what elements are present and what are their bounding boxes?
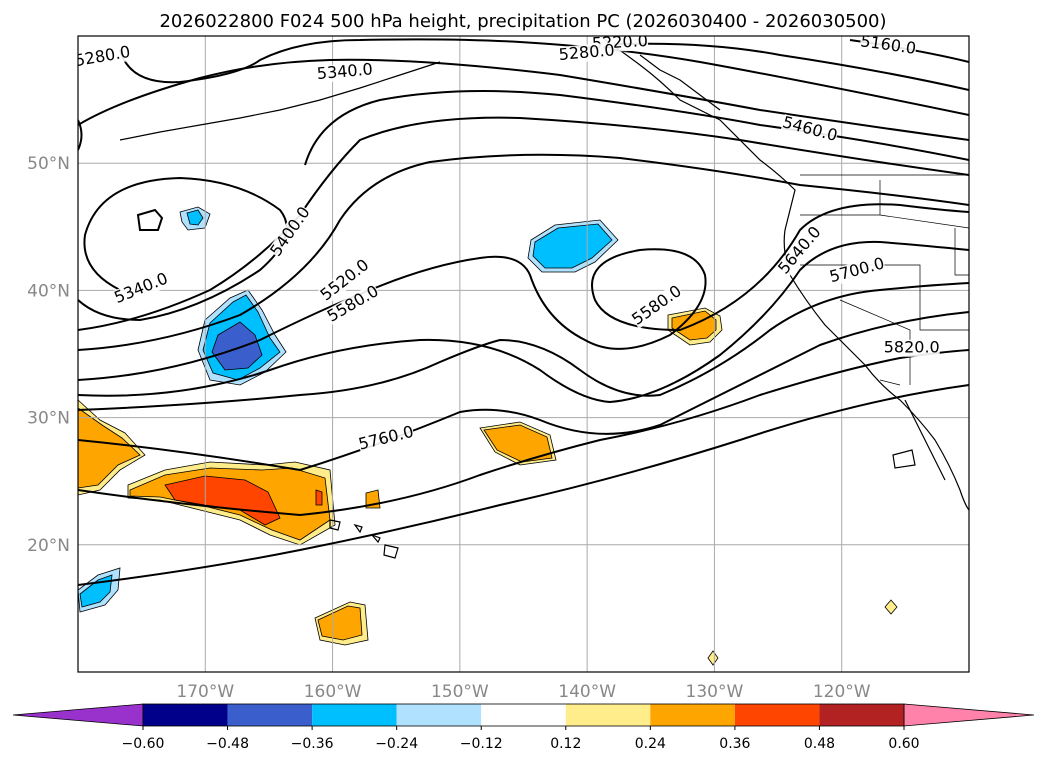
- height-contour-5340-north: [78, 58, 969, 141]
- height-contour-coast: [78, 119, 83, 151]
- contour-label-bg: [324, 282, 382, 326]
- colorbar-segment: [565, 704, 651, 726]
- lat-tick-label: 20°N: [27, 536, 70, 556]
- lon-tick-label: 130°W: [686, 682, 744, 702]
- colorbar-segment: [227, 704, 313, 726]
- colorbar-segment: [650, 704, 735, 726]
- coastline-baja: [904, 399, 946, 481]
- coastlines: [119, 36, 969, 559]
- contour-label-bg: [775, 223, 825, 278]
- height-contour-5460: [78, 116, 969, 331]
- colorbar-tick-label: −0.36: [291, 736, 334, 752]
- colorbar-tick-label: −0.24: [375, 736, 418, 752]
- lon-tick-label: 150°W: [431, 682, 489, 702]
- height-contour-5520: [78, 153, 969, 351]
- lon-tick-label: 170°W: [176, 682, 234, 702]
- height-contour-5820-a: [78, 349, 969, 517]
- colorbar-extend-high: [903, 703, 1035, 727]
- precipitation-shading: [78, 206, 898, 666]
- island-guadalupe: [892, 449, 916, 469]
- colorbar-segment: [819, 704, 904, 726]
- contour-label-text: 5340.0: [316, 59, 373, 83]
- precip-positive-area: [164, 475, 281, 526]
- contour-label-bg: [316, 61, 374, 84]
- precip-negative-area: [79, 574, 113, 608]
- contour-label-bg: [827, 255, 887, 287]
- colorbar-tick-label: −0.48: [206, 736, 249, 752]
- coastline-aleutians: [119, 61, 441, 141]
- lat-tick-label: 30°N: [27, 409, 70, 429]
- precip-positive-area: [884, 599, 898, 615]
- height-contour-5340-south: [78, 176, 288, 322]
- lon-tick-label: 140°W: [558, 682, 616, 702]
- political-borders: [800, 174, 969, 386]
- height-contour-5820-b: [78, 384, 969, 586]
- border-states: [800, 180, 969, 386]
- colorbar-tick-label: 0.24: [635, 736, 666, 752]
- contour-label-bg: [317, 256, 373, 305]
- colorbar-segment: [396, 704, 482, 726]
- colorbar-segment: [734, 704, 820, 726]
- contour-label: 5280.0: [558, 40, 616, 65]
- colorbar-segment: [481, 704, 566, 726]
- precip-positive-area: [707, 650, 719, 666]
- colorbar-segment: [312, 704, 397, 726]
- lon-tick-label: 120°W: [813, 682, 871, 702]
- contour-label-bg: [883, 339, 940, 357]
- contour-label-bg: [112, 270, 171, 308]
- lon-tick-label: 160°W: [304, 682, 362, 702]
- height-contour-5640: [78, 240, 969, 404]
- colorbar-tick-label: 0.48: [804, 736, 835, 752]
- precip-negative-area: [532, 223, 613, 269]
- contour-label-bg: [859, 36, 918, 58]
- precip-negative-area: [186, 209, 204, 226]
- colorbar-frame: [142, 703, 905, 727]
- contour-label-bg: [78, 43, 132, 71]
- map-frame: [77, 35, 970, 673]
- contour-label: 5340.0: [316, 59, 374, 84]
- contour-label: 5820.0: [883, 338, 940, 357]
- height-contours: [78, 38, 969, 586]
- lat-tick-label: 40°N: [27, 281, 70, 301]
- height-contour-5280: [119, 38, 969, 116]
- axis-labels: 170°W 160°W 150°W 140°W 130°W 120°W 50°N 40°N 30…: [27, 154, 871, 702]
- colorbar-tick-label: −0.60: [122, 736, 165, 752]
- contour-label-text: 5820.0: [884, 338, 940, 357]
- coastline-north-america: [599, 36, 969, 511]
- precip-positive-area: [315, 489, 323, 506]
- colorbar-tick-label: 0.60: [888, 736, 919, 752]
- height-contour-small: [136, 208, 164, 231]
- contour-label-text: 5280.0: [558, 40, 615, 64]
- height-contour-5700: [78, 282, 969, 411]
- colorbar-tick-label: 0.12: [550, 736, 581, 752]
- contour-label-bg: [558, 42, 616, 65]
- precip-positive-area: [317, 605, 363, 641]
- colorbar-tick-label: 0.36: [719, 736, 750, 752]
- lat-tick-label: 50°N: [27, 154, 70, 174]
- contour-label-bg: [780, 114, 840, 146]
- coastline-island-alaska: [639, 54, 721, 111]
- colorbar: −0.60 −0.48 −0.36 −0.24 −0.12 0.12 0.24 0.36 0.4…: [12, 703, 1035, 752]
- height-contour-5220: [599, 42, 969, 91]
- precip-positive-area: [483, 424, 553, 463]
- contour-label-bg: [267, 204, 314, 260]
- contour-label-bg: [356, 423, 416, 454]
- map-title: 2026022800 F024 500 hPa height, precipit…: [159, 11, 886, 32]
- colorbar-extend-low: [12, 703, 144, 727]
- precip-positive-area: [78, 407, 141, 489]
- colorbar-segment: [143, 704, 228, 726]
- height-contour-5400: [304, 90, 969, 166]
- height-contour-5760: [78, 311, 969, 472]
- island-hawaii: [329, 519, 399, 559]
- contour-label-bg: [629, 282, 685, 329]
- colorbar-tick-label: −0.12: [460, 736, 503, 752]
